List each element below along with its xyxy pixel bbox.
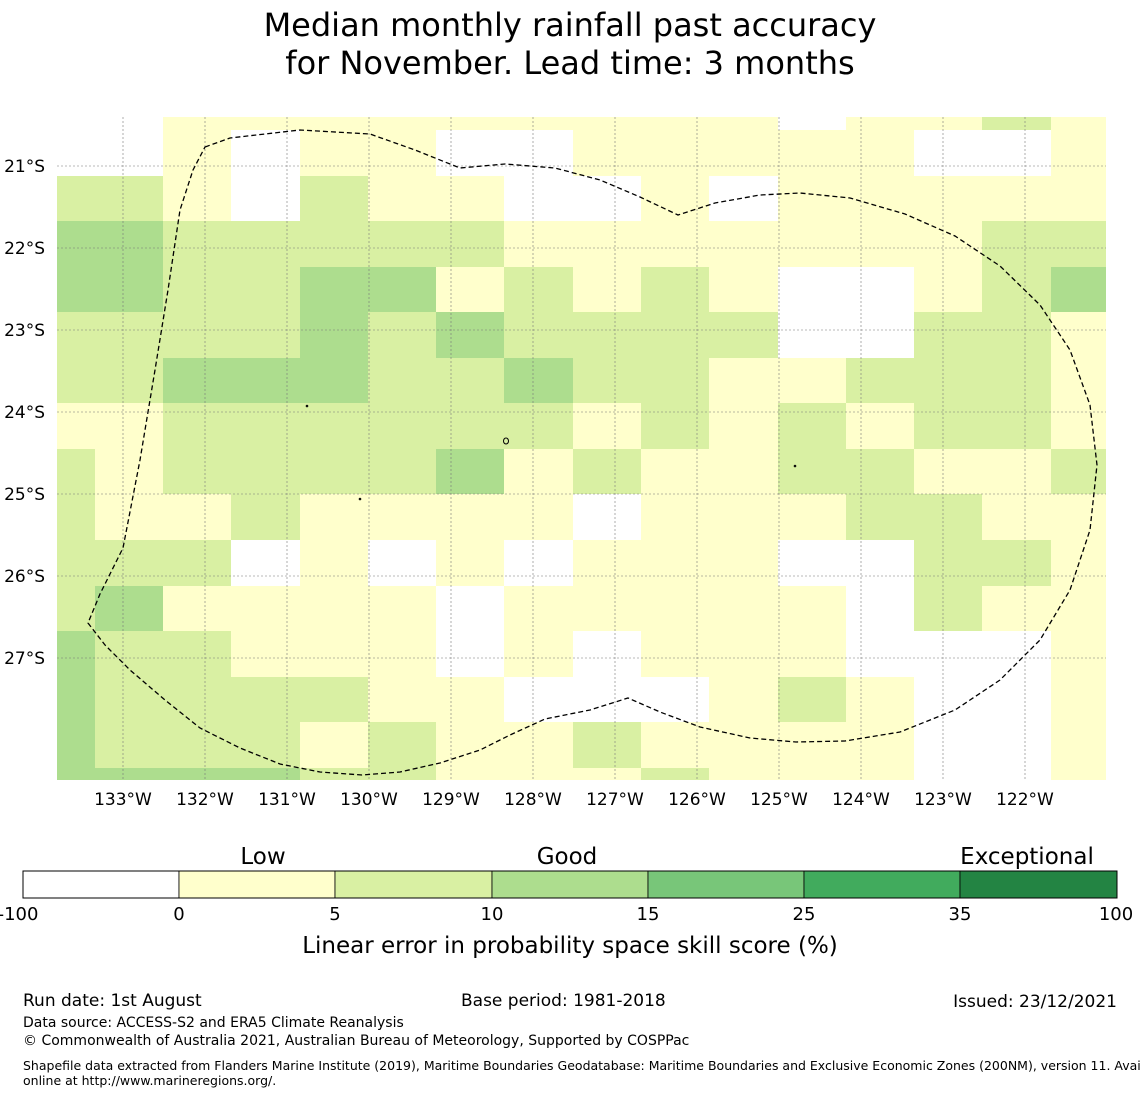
- colorbar-tick: 10: [481, 904, 504, 925]
- lat-label: 21°S: [4, 157, 45, 177]
- lon-label: 125°W: [750, 790, 808, 810]
- shapefile-credit-line-1: Shapefile data extracted from Flanders M…: [23, 1058, 1140, 1073]
- title-line-1: Median monthly rainfall past accuracy: [263, 6, 877, 44]
- colorbar-tick: 0: [173, 904, 184, 925]
- lon-label: 132°W: [176, 790, 234, 810]
- colorbar-swatch: [647, 870, 805, 899]
- lat-label: 24°S: [4, 403, 45, 423]
- lon-label: 122°W: [996, 790, 1054, 810]
- colorbar-swatch: [178, 870, 336, 899]
- colorbar-category-low: Low: [240, 844, 285, 870]
- lon-label: 126°W: [668, 790, 726, 810]
- copyright: © Commonwealth of Australia 2021, Austra…: [23, 1033, 690, 1049]
- colorbar: Low Good Exceptional -100 0 5 10 15 25 3…: [0, 844, 1133, 959]
- colorbar-swatches: [22, 870, 1118, 899]
- lat-label: 23°S: [4, 321, 45, 341]
- lat-label: 22°S: [4, 239, 45, 259]
- map-title: Median monthly rainfall past accuracy fo…: [0, 6, 1140, 82]
- colorbar-category-good: Good: [537, 844, 598, 870]
- colorbar-swatch: [22, 870, 180, 899]
- lon-label: 130°W: [340, 790, 398, 810]
- base-period: Base period: 1981-2018: [461, 991, 666, 1011]
- colorbar-category-exceptional: Exceptional: [960, 844, 1094, 870]
- colorbar-tick: 25: [793, 904, 816, 925]
- lat-label: 27°S: [4, 649, 45, 669]
- title-line-2: for November. Lead time: 3 months: [285, 44, 855, 82]
- colorbar-swatch: [803, 870, 961, 899]
- lat-label: 26°S: [4, 567, 45, 587]
- colorbar-swatch: [334, 870, 493, 899]
- lon-label: 127°W: [586, 790, 644, 810]
- graticule: [57, 117, 1106, 780]
- lon-label: 131°W: [258, 790, 316, 810]
- issued-date: Issued: 23/12/2021: [953, 992, 1117, 1012]
- lon-label: 124°W: [832, 790, 890, 810]
- run-date: Run date: 1st August: [23, 991, 202, 1011]
- shapefile-credit-line-2: online at http://www.marineregions.org/.: [23, 1073, 277, 1088]
- lon-label: 129°W: [422, 790, 480, 810]
- colorbar-tick: 35: [949, 904, 972, 925]
- lon-label: 128°W: [504, 790, 562, 810]
- lon-label: 123°W: [914, 790, 972, 810]
- data-source: Data source: ACCESS-S2 and ERA5 Climate …: [23, 1015, 404, 1031]
- lat-label: 25°S: [4, 485, 45, 505]
- colorbar-tick: -100: [0, 904, 38, 925]
- lon-label: 133°W: [94, 790, 152, 810]
- skill-score-grid-detail: [57, 117, 1106, 780]
- colorbar-tick: 100: [1099, 904, 1133, 925]
- colorbar-tick: 5: [329, 904, 340, 925]
- colorbar-label: Linear error in probability space skill …: [302, 933, 838, 959]
- eez-boundary: [87, 129, 1098, 776]
- colorbar-tick: 15: [637, 904, 660, 925]
- islands: [305, 404, 797, 501]
- colorbar-swatch: [959, 870, 1118, 899]
- colorbar-swatch: [491, 870, 649, 899]
